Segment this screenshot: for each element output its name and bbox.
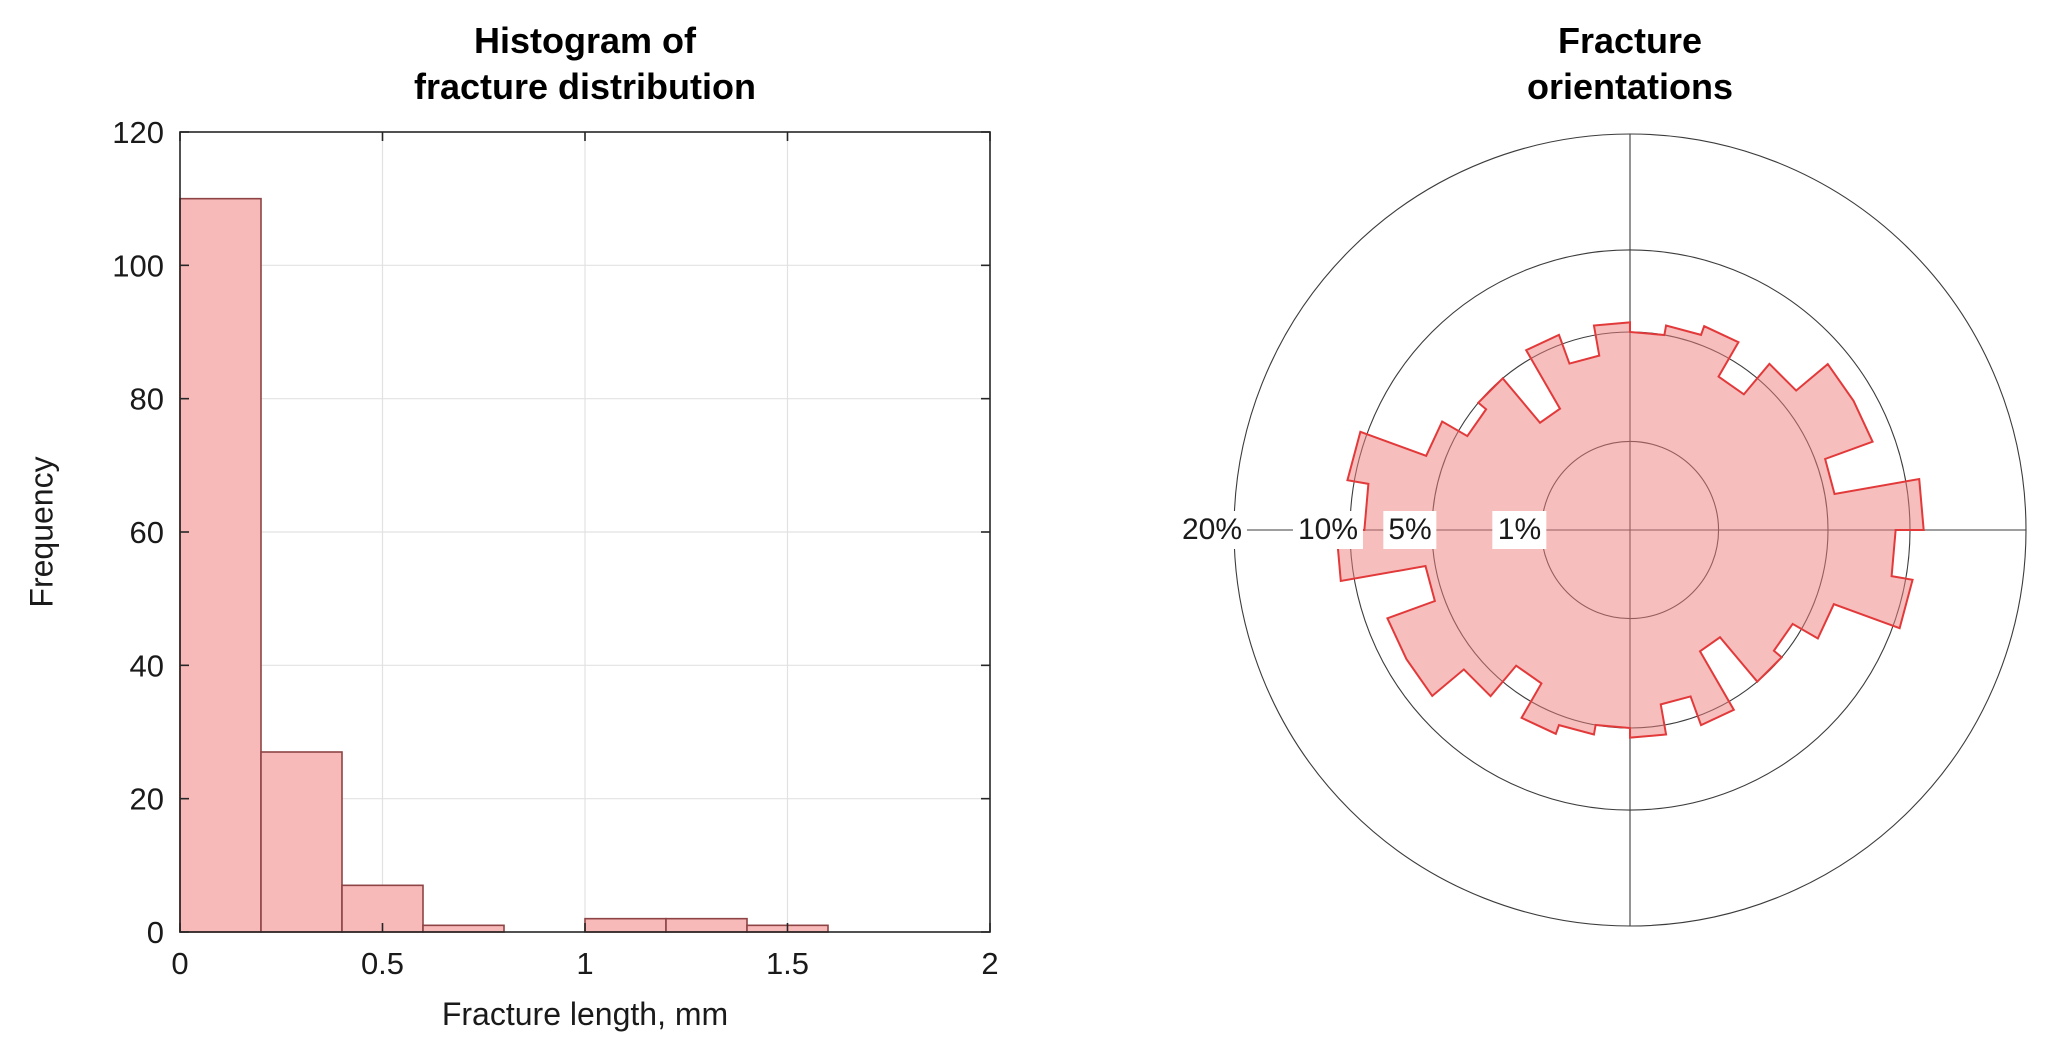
x-tick-label: 1.5 xyxy=(766,946,809,981)
histogram-bar xyxy=(179,197,262,933)
histogram-bar xyxy=(260,751,343,933)
polar-ring-label: 5% xyxy=(1383,511,1437,549)
polar-ring-label: 10% xyxy=(1292,511,1364,549)
polar-ring-label: 20% xyxy=(1176,511,1248,549)
histogram-title-line1: Histogram of xyxy=(473,20,696,61)
histogram-title: Histogram of fracture distribution xyxy=(180,18,990,110)
polar-ring-label: 1% xyxy=(1492,511,1547,549)
histogram-title-line2: fracture distribution xyxy=(413,66,757,107)
histogram-xlabel: Fracture length, mm xyxy=(441,996,729,1032)
rose-title: Fracture orientations xyxy=(1225,18,2035,110)
histogram-bar xyxy=(584,917,667,933)
y-tick-label: 60 xyxy=(130,515,164,550)
y-tick-label: 20 xyxy=(130,782,164,817)
x-tick-label: 0.5 xyxy=(361,946,404,981)
y-tick-label: 120 xyxy=(112,115,164,150)
x-tick-label: 0 xyxy=(171,946,188,981)
y-tick-label: 80 xyxy=(130,382,164,417)
y-tick-label: 100 xyxy=(112,248,164,283)
histogram-bar xyxy=(422,924,505,933)
x-tick-label: 1 xyxy=(576,946,593,981)
y-tick-label: 0 xyxy=(147,915,164,950)
x-tick-label: 2 xyxy=(981,946,998,981)
rose-title-line2: orientations xyxy=(1526,66,1733,107)
histogram-bar xyxy=(665,917,748,933)
histogram-ylabel: Frequency xyxy=(23,456,60,608)
rose-title-line1: Fracture xyxy=(1557,20,1703,61)
y-tick-label: 40 xyxy=(130,648,164,683)
